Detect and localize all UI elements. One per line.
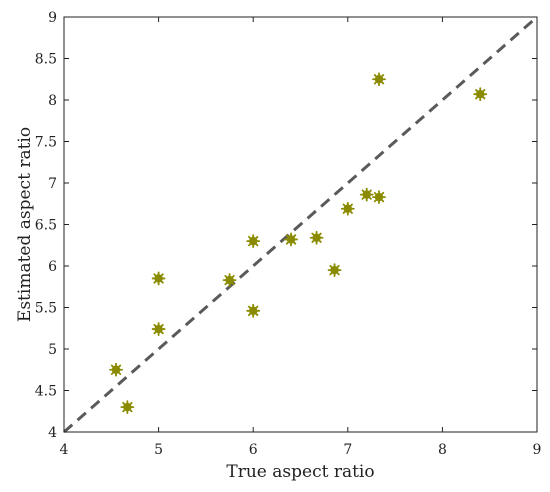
y-tick-label: 7 [48,176,57,192]
data-points [109,72,488,415]
data-point [284,232,298,247]
y-tick-label: 6.5 [35,218,57,234]
x-axis-title: True aspect ratio [226,462,374,482]
data-point [372,72,386,87]
data-point [151,271,166,286]
x-tick-label: 6 [249,442,258,458]
data-point [151,322,166,336]
y-tick-label: 5 [48,342,57,358]
y-tick-label: 5.5 [35,301,57,317]
y-tick-label: 6 [48,259,57,275]
data-point [309,230,324,245]
data-point [359,187,374,202]
y-tick-label: 8.5 [35,52,57,68]
data-point [246,303,261,318]
y-tick-label: 9 [48,10,57,26]
x-tick-label: 7 [343,442,352,458]
data-point [340,201,355,216]
data-point [372,190,386,205]
reference-line-y-equals-x [63,15,538,434]
data-point [473,87,488,102]
data-point [246,234,261,249]
data-point [109,362,123,377]
y-tick-label: 4.5 [35,384,57,400]
y-tick-label: 8 [48,93,57,109]
data-point [327,263,342,278]
y-axis-title: Estimated aspect ratio [15,127,35,322]
data-point [222,273,237,288]
y-tick-label: 7.5 [35,135,57,151]
data-point [120,400,135,415]
x-tick-label: 9 [533,442,542,458]
plot-area [63,15,538,434]
x-tick-label: 8 [438,442,447,458]
x-tick-label: 5 [154,442,163,458]
axis-ticks: 4 5 6 7 8 9 4 4.5 5 5.5 6 6.5 7 7.5 8 8.5 9 [35,10,542,458]
x-tick-label: 4 [60,442,69,458]
y-tick-label: 4 [48,425,57,441]
